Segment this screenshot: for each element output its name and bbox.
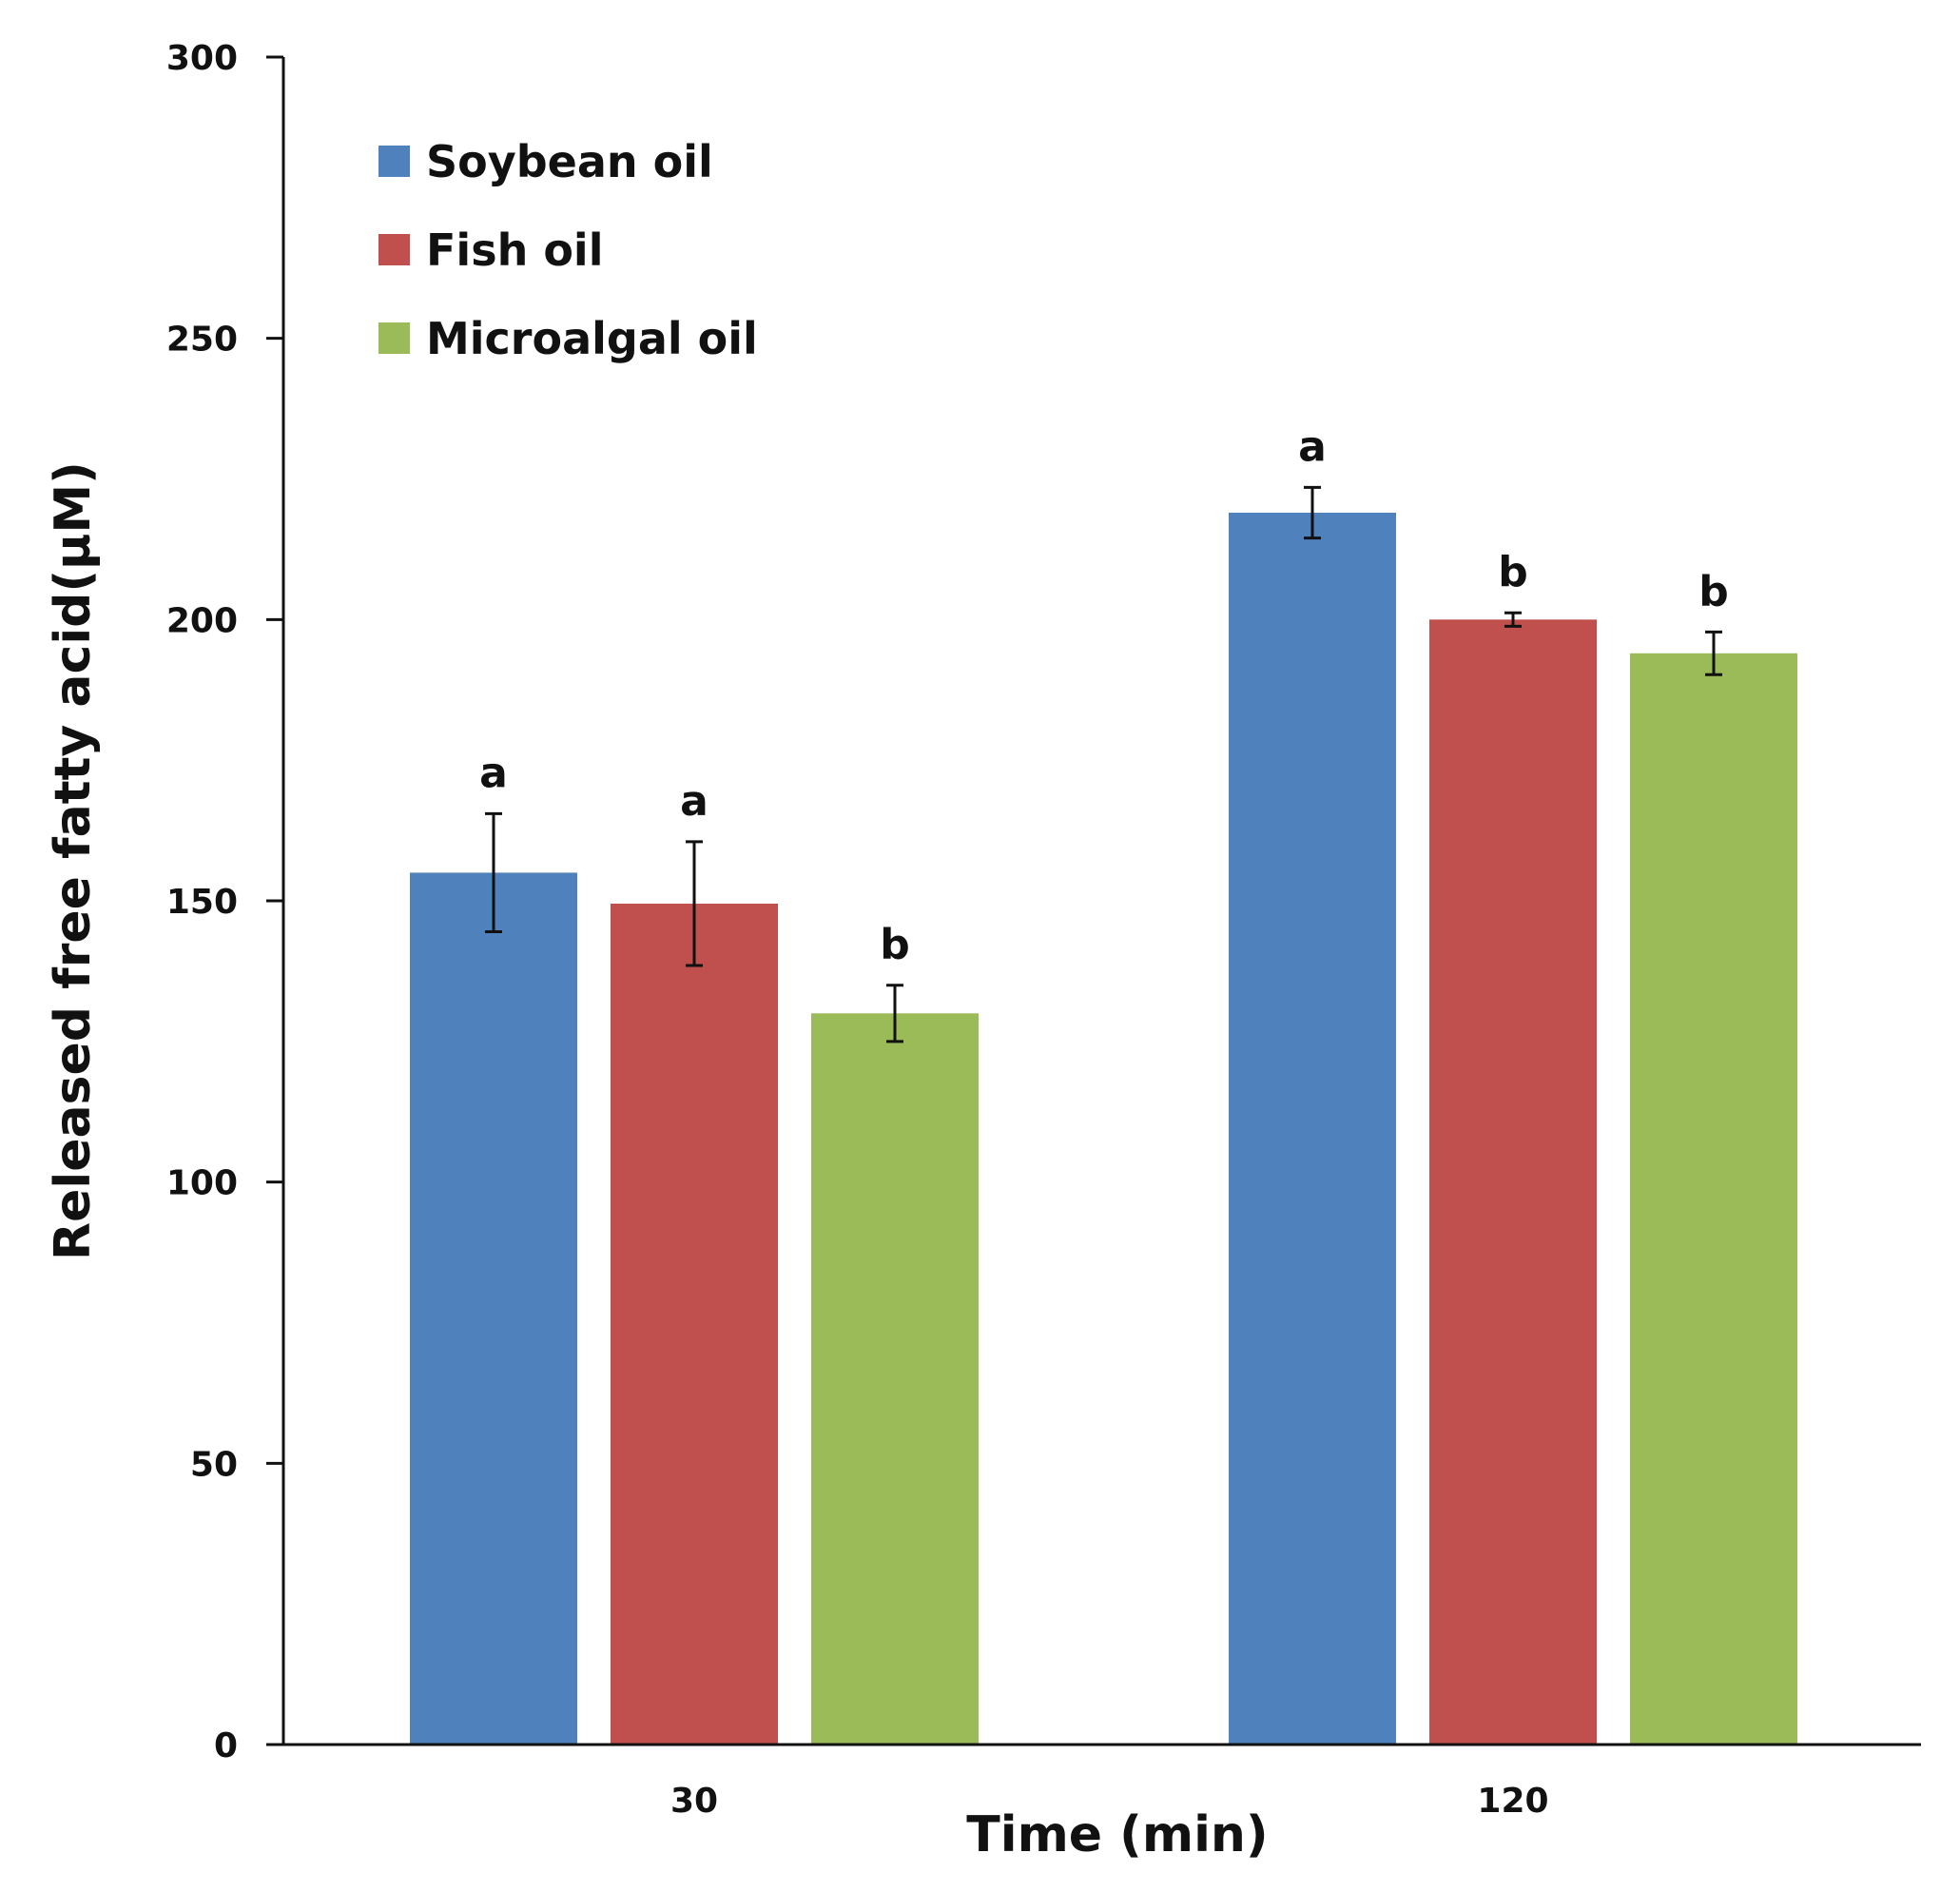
legend-swatch bbox=[378, 146, 410, 177]
bars-layer bbox=[410, 512, 1797, 1746]
significance-labels-layer: a a b a b b bbox=[479, 422, 1729, 968]
y-tick-label: 300 bbox=[166, 39, 238, 78]
significance-label: b bbox=[1698, 567, 1729, 615]
legend-swatch bbox=[378, 234, 410, 265]
bar-soybean-oil-30 bbox=[410, 872, 577, 1745]
y-tick-label: 100 bbox=[166, 1164, 238, 1203]
x-tick-label: 30 bbox=[670, 1782, 718, 1821]
legend-label: Soybean oil bbox=[426, 136, 713, 187]
y-tick-label: 50 bbox=[190, 1445, 238, 1484]
error-bars-layer bbox=[485, 485, 1722, 1044]
bar-microalgal-oil-30 bbox=[811, 1013, 979, 1745]
legend-label: Fish oil bbox=[426, 224, 603, 276]
bar-soybean-oil-120 bbox=[1229, 512, 1396, 1745]
bar-microalgal-oil-120 bbox=[1630, 653, 1797, 1745]
legend-label: Microalgal oil bbox=[426, 313, 758, 364]
x-axis-title: Time (min) bbox=[966, 1806, 1268, 1863]
legend: Soybean oil Fish oil Microalgal oil bbox=[378, 136, 758, 364]
y-ticks-layer: 0 50 100 150 200 250 300 bbox=[166, 39, 283, 1765]
significance-label: b bbox=[880, 921, 910, 969]
legend-swatch bbox=[378, 322, 410, 354]
significance-label: a bbox=[680, 777, 708, 826]
y-tick-label: 150 bbox=[166, 883, 238, 922]
x-ticks-layer: 30 120 bbox=[670, 1782, 1549, 1821]
x-tick-label: 120 bbox=[1477, 1782, 1548, 1821]
y-tick-label: 250 bbox=[166, 321, 238, 360]
significance-label: b bbox=[1498, 548, 1528, 596]
significance-label: a bbox=[1298, 422, 1327, 471]
y-tick-label: 0 bbox=[214, 1726, 238, 1765]
bar-fish-oil-120 bbox=[1429, 619, 1597, 1746]
y-axis-title: Released free fatty acid(μM) bbox=[45, 461, 102, 1260]
significance-label: a bbox=[479, 749, 508, 797]
bar-fish-oil-30 bbox=[611, 903, 778, 1745]
y-tick-label: 200 bbox=[166, 601, 238, 640]
